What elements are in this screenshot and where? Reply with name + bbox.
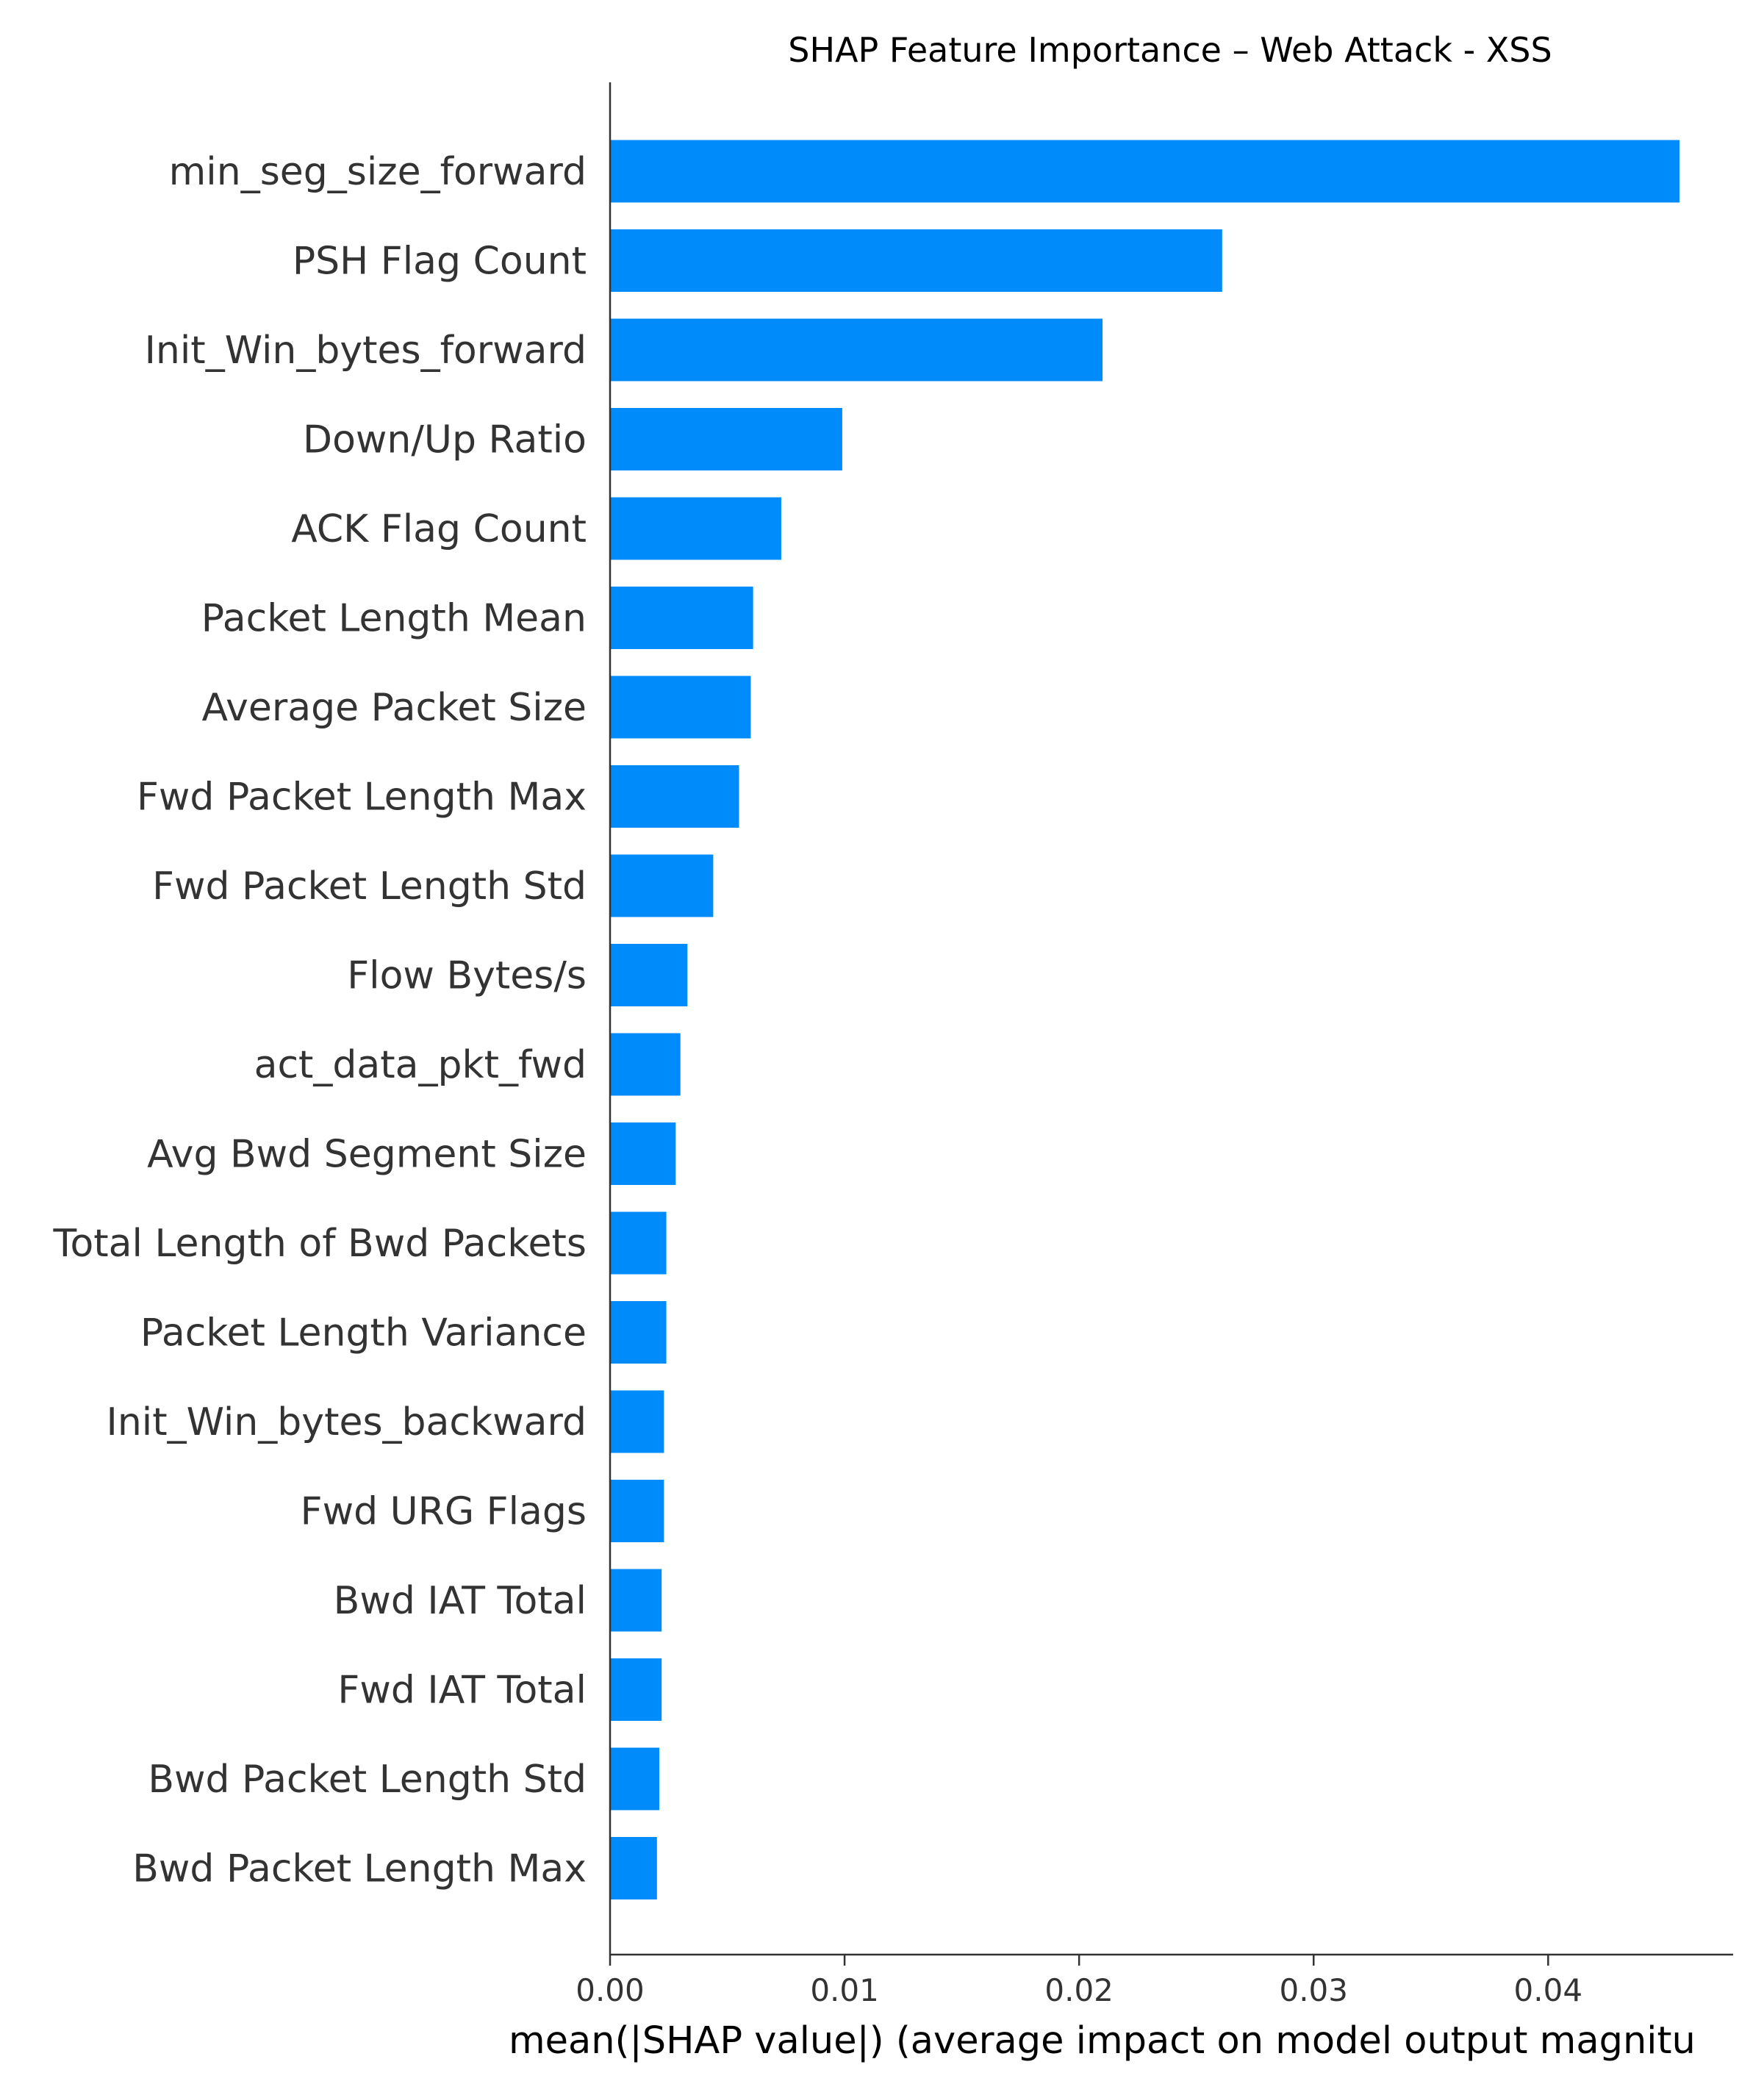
category-label-packet-length-mean: Packet Length Mean bbox=[201, 597, 587, 641]
chart-title: SHAP Feature Importance – Web Attack - X… bbox=[788, 30, 1552, 70]
category-label-init-win-bytes-forward: Init_Win_bytes_forward bbox=[145, 329, 587, 373]
category-label-average-packet-size: Average Packet Size bbox=[202, 686, 587, 730]
bar-psh-flag-count bbox=[610, 229, 1222, 292]
category-label-total-length-of-bwd-packets: Total Length of Bwd Packets bbox=[53, 1222, 587, 1266]
category-labels-group: min_seg_size_forward PSH Flag Count Init_W… bbox=[53, 150, 587, 1891]
bar-packet-length-variance bbox=[610, 1301, 667, 1364]
bar-avg-bwd-segment-size bbox=[610, 1122, 676, 1185]
bars-group bbox=[610, 140, 1679, 1899]
category-label-act-data-pkt-fwd: act_data_pkt_fwd bbox=[254, 1043, 587, 1087]
category-label-init-win-bytes-backward: Init_Win_bytes_backward bbox=[106, 1400, 587, 1444]
category-label-fwd-urg-flags: Fwd URG Flags bbox=[301, 1490, 587, 1534]
category-label-down-up-ratio: Down/Up Ratio bbox=[303, 418, 587, 462]
bar-total-length-of-bwd-packets bbox=[610, 1211, 667, 1275]
bar-bwd-iat-total bbox=[610, 1569, 662, 1632]
bar-fwd-packet-length-max bbox=[610, 765, 739, 828]
category-label-flow-bytes-s: Flow Bytes/s bbox=[347, 954, 587, 998]
bar-init-win-bytes-forward bbox=[610, 318, 1103, 382]
bar-average-packet-size bbox=[610, 676, 751, 739]
x-axis-label: mean(|SHAP value|) (average impact on mo… bbox=[509, 2019, 1696, 2063]
bar-min-seg-size-forward bbox=[610, 140, 1679, 203]
category-label-packet-length-variance: Packet Length Variance bbox=[140, 1311, 587, 1356]
bar-packet-length-mean bbox=[610, 587, 753, 649]
category-label-min-seg-size-forward: min_seg_size_forward bbox=[169, 150, 587, 194]
bar-ack-flag-count bbox=[610, 497, 781, 560]
x-ticks-group: 0.00 0.01 0.02 0.03 0.04 bbox=[576, 1955, 1582, 2008]
x-tick-label: 0.04 bbox=[1514, 1972, 1583, 2008]
category-label-fwd-packet-length-max: Fwd Packet Length Max bbox=[137, 776, 587, 820]
bar-down-up-ratio bbox=[610, 408, 842, 470]
bar-init-win-bytes-backward bbox=[610, 1390, 664, 1453]
bar-bwd-packet-length-std bbox=[610, 1747, 660, 1811]
x-tick-label: 0.01 bbox=[810, 1972, 879, 2008]
category-label-avg-bwd-segment-size: Avg Bwd Segment Size bbox=[147, 1133, 587, 1177]
category-label-ack-flag-count: ACK Flag Count bbox=[291, 507, 587, 551]
x-tick-label: 0.00 bbox=[576, 1972, 645, 2008]
bar-flow-bytes-s bbox=[610, 944, 688, 1006]
category-label-fwd-packet-length-std: Fwd Packet Length Std bbox=[152, 864, 587, 909]
bar-fwd-iat-total bbox=[610, 1658, 662, 1721]
bar-fwd-urg-flags bbox=[610, 1480, 664, 1542]
x-tick-label: 0.03 bbox=[1279, 1972, 1348, 2008]
category-label-fwd-iat-total: Fwd IAT Total bbox=[337, 1669, 587, 1713]
x-tick-label: 0.02 bbox=[1044, 1972, 1114, 2008]
category-label-bwd-packet-length-std: Bwd Packet Length Std bbox=[148, 1758, 587, 1802]
bar-bwd-packet-length-max bbox=[610, 1837, 657, 1899]
category-label-psh-flag-count: PSH Flag Count bbox=[293, 240, 587, 284]
category-label-bwd-iat-total: Bwd IAT Total bbox=[334, 1579, 587, 1623]
bar-act-data-pkt-fwd bbox=[610, 1033, 681, 1096]
bar-fwd-packet-length-std bbox=[610, 854, 714, 917]
category-label-bwd-packet-length-max: Bwd Packet Length Max bbox=[132, 1847, 587, 1891]
